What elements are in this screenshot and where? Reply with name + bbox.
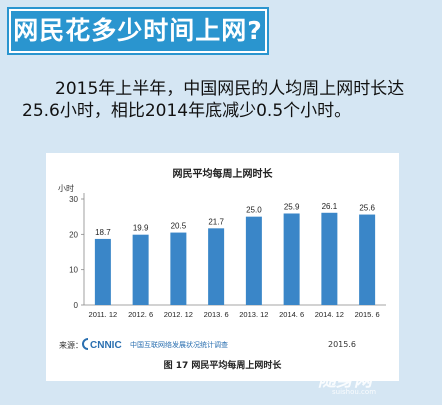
x-tick-label: 2011. 12 [89, 310, 118, 319]
x-tick-label: 2012. 12 [164, 310, 193, 319]
cnnic-logo: CNNIC [82, 338, 122, 351]
bar-value-label: 21.7 [208, 217, 224, 226]
bar [359, 214, 376, 305]
bar-value-label: 26.1 [322, 202, 338, 211]
bar [132, 234, 149, 305]
bar-chart: 0 10 20 30 18.7 2011. 12 19.9 2012. 6 20.5 2012. … [69, 193, 386, 319]
bar [94, 238, 111, 305]
bar [283, 213, 300, 305]
banner-title: 网民花多少时间上网? [9, 9, 267, 53]
bar-value-label: 25.6 [359, 204, 375, 213]
headline-text: 2015年上半年，中国网民的人均周上网时长达25.6小时，相比2014年底减少0… [22, 79, 405, 121]
chart-title: 网民平均每周上网时长 [172, 169, 273, 180]
watermark-logo: 随身网 [318, 370, 372, 391]
bar [321, 212, 338, 305]
bar-value-label: 25.9 [284, 202, 300, 211]
bar [245, 216, 262, 305]
source-date: 2015.6 [328, 340, 356, 349]
bar-value-label: 18.7 [95, 228, 111, 237]
y-tick-label: 10 [69, 266, 78, 275]
bar-value-label: 20.5 [171, 222, 187, 231]
bar-value-label: 25.0 [246, 206, 262, 215]
figure-caption: 图 17 网民平均每周上网时长 [163, 361, 282, 371]
watermark-url: suishou.com [332, 388, 377, 396]
y-tick-label: 30 [69, 195, 78, 204]
source-label: 来源： [59, 341, 83, 350]
x-tick-label: 2012. 6 [128, 310, 153, 319]
x-tick-label: 2013. 6 [204, 310, 229, 319]
y-axis-label: 小时 [58, 184, 74, 193]
bar-value-label: 19.9 [133, 224, 149, 233]
bar [170, 232, 187, 305]
x-tick-label: 2014. 6 [279, 310, 304, 319]
source-organization: 中国互联网络发展状况统计调查 [130, 341, 228, 349]
bar [208, 228, 225, 305]
chart-card: 网民平均每周上网时长 小时 0 10 20 30 18.7 2011. 12 19.9 201… [46, 153, 399, 381]
y-tick-label: 20 [69, 230, 78, 239]
y-tick-label: 0 [74, 301, 79, 310]
x-tick-label: 2015. 6 [355, 310, 380, 319]
x-tick-label: 2013. 12 [239, 310, 268, 319]
cnnic-logo-text: CNNIC [90, 340, 122, 351]
x-tick-label: 2014. 12 [315, 310, 344, 319]
